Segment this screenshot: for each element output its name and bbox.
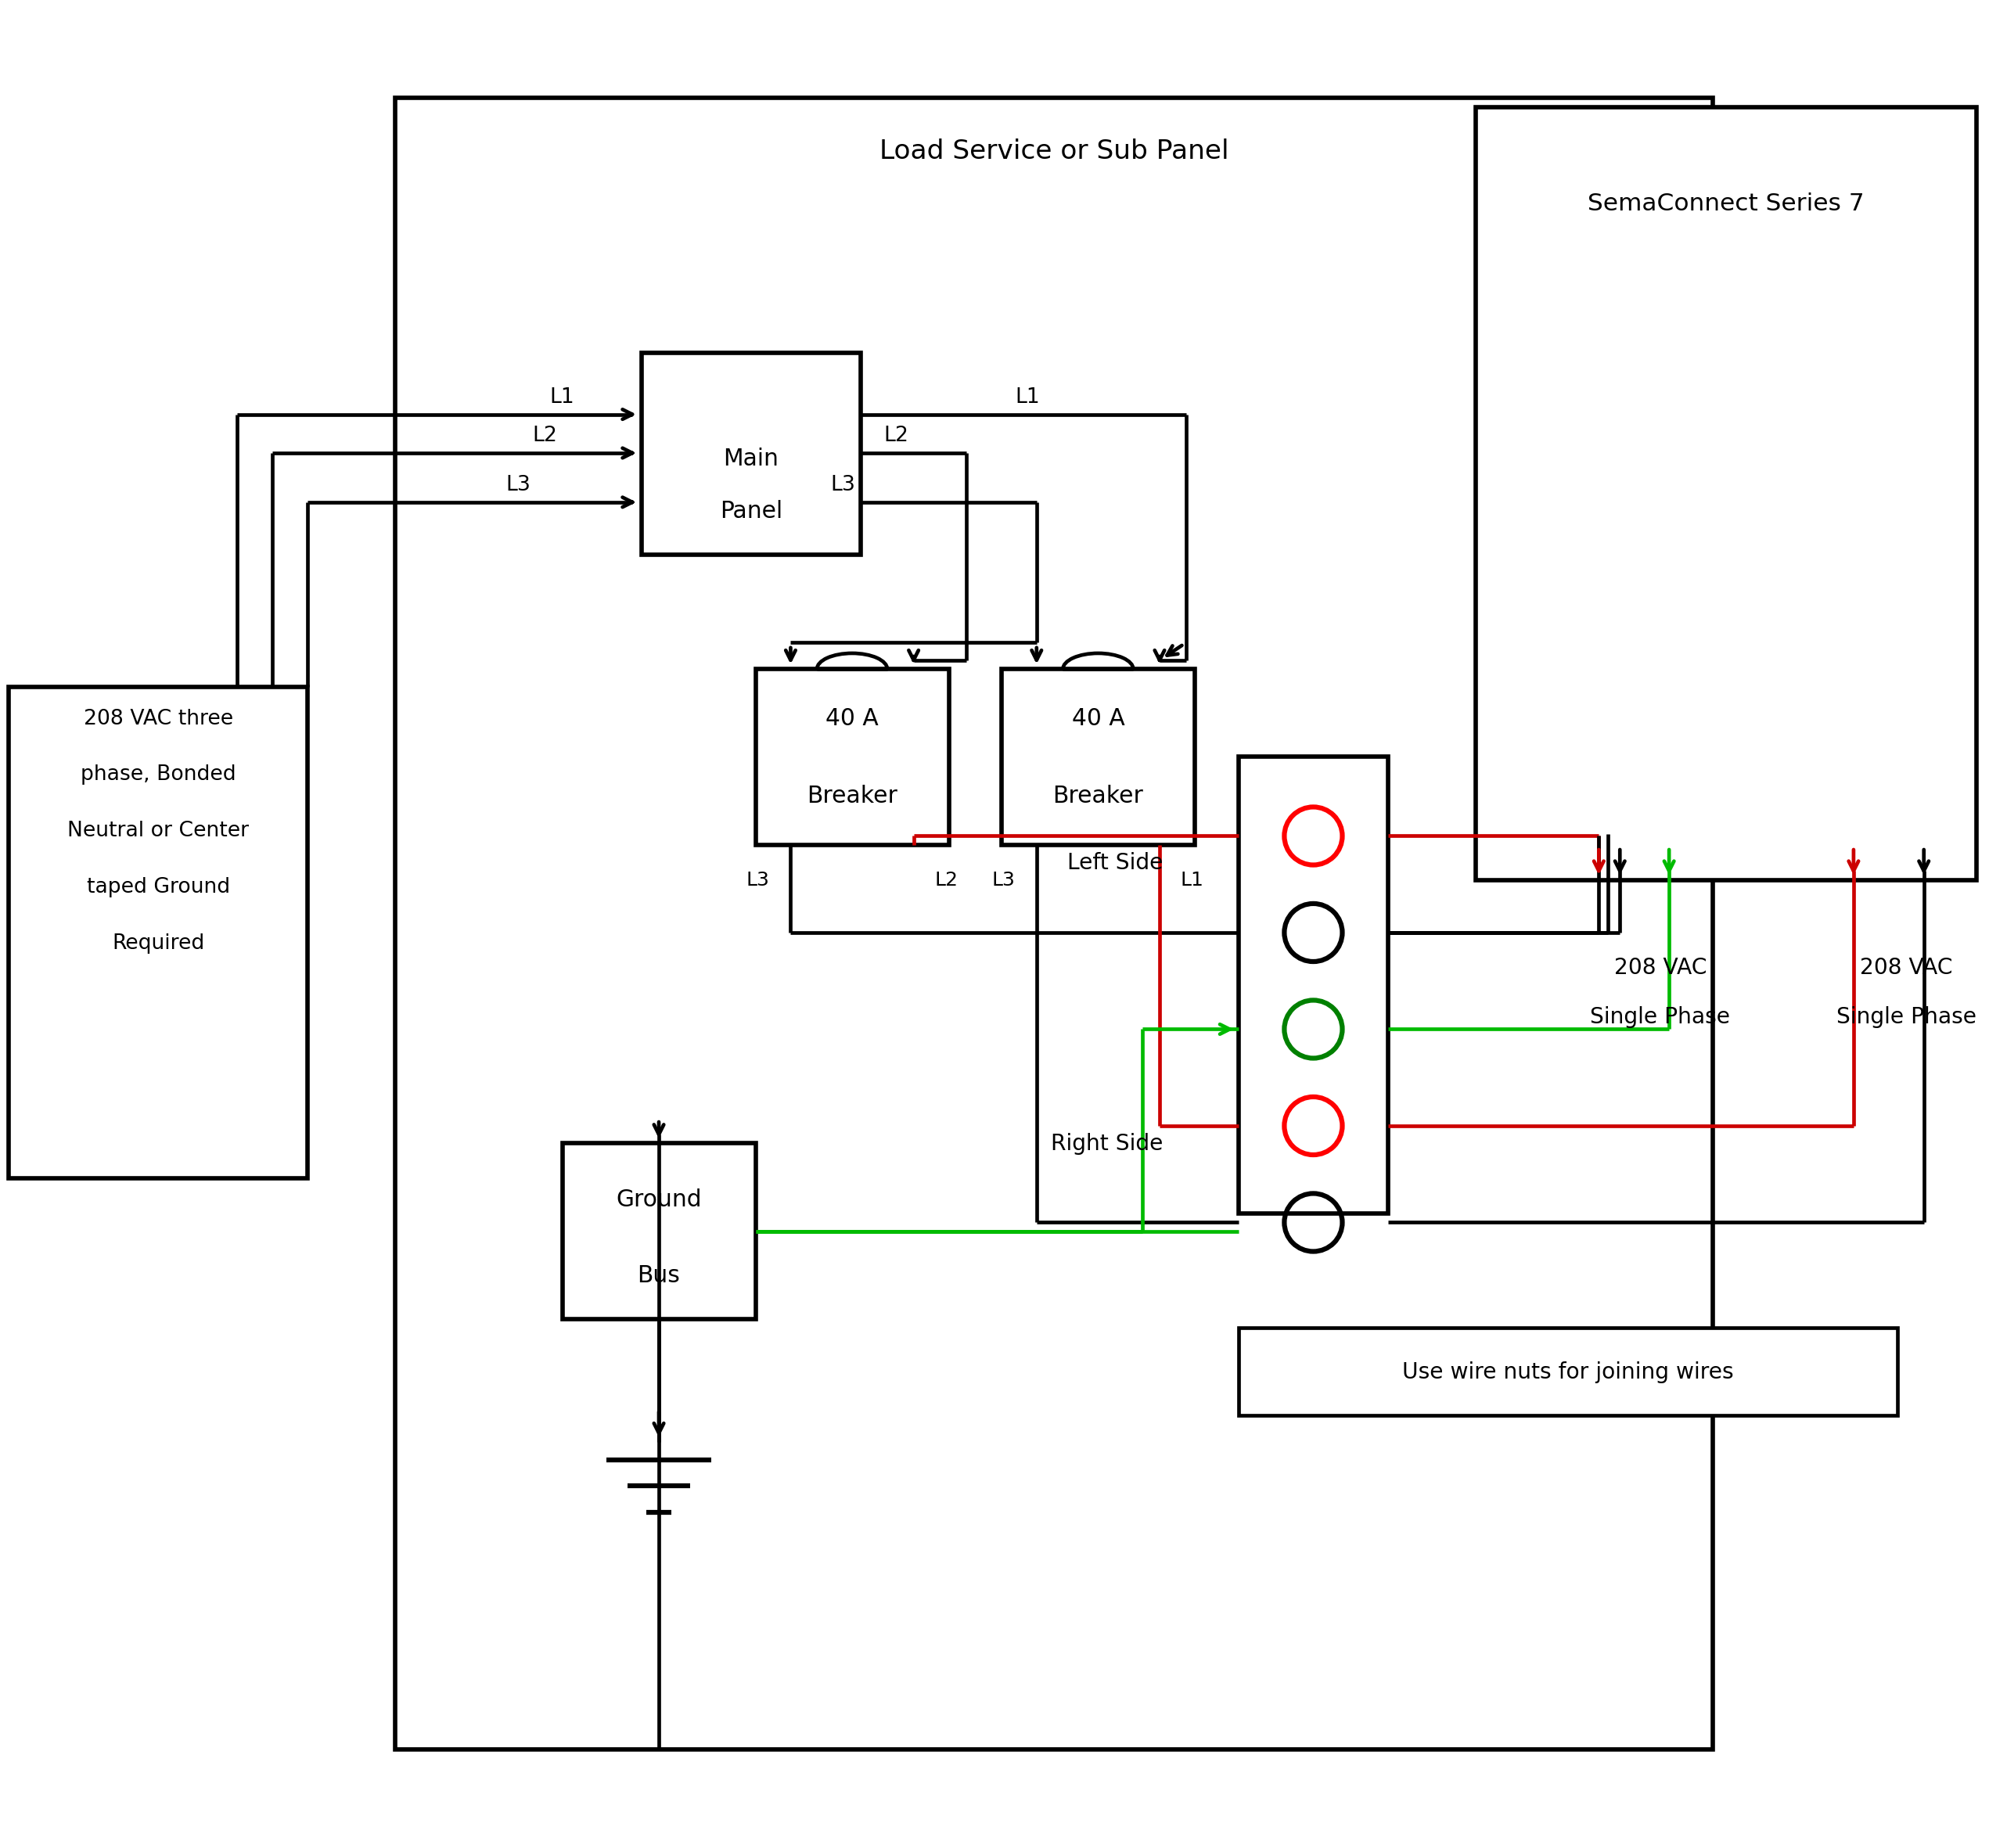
Text: L3: L3 (993, 870, 1014, 889)
Bar (396, 98, 1713, 1750)
Text: L2: L2 (935, 870, 959, 889)
Text: Load Service or Sub Panel: Load Service or Sub Panel (879, 139, 1229, 164)
Text: L3: L3 (831, 475, 855, 495)
Text: 40 A: 40 A (1072, 708, 1124, 730)
Bar (1239, 758, 1388, 1214)
Bar (8, 687, 308, 1179)
Text: Main: Main (724, 447, 778, 469)
Text: Left Side: Left Side (1068, 852, 1164, 874)
Text: L2: L2 (883, 425, 909, 445)
Text: SemaConnect Series 7: SemaConnect Series 7 (1587, 192, 1864, 214)
Text: L1: L1 (549, 386, 575, 407)
Text: Single Phase: Single Phase (1836, 1005, 1975, 1027)
Text: L1: L1 (1014, 386, 1040, 407)
Bar (1476, 107, 1977, 880)
Bar (640, 353, 861, 554)
Text: 208 VAC: 208 VAC (1860, 957, 1953, 979)
Text: 208 VAC three: 208 VAC three (84, 708, 233, 728)
Text: phase, Bonded: phase, Bonded (80, 765, 237, 785)
Text: Neutral or Center: Neutral or Center (68, 821, 249, 841)
Bar (1000, 669, 1195, 845)
Text: L1: L1 (1179, 870, 1203, 889)
Text: Bus: Bus (636, 1264, 680, 1286)
Text: Use wire nuts for joining wires: Use wire nuts for joining wires (1402, 1360, 1734, 1382)
Bar (1239, 1329, 1898, 1416)
Text: taped Ground: taped Ground (86, 878, 229, 898)
Text: Panel: Panel (720, 501, 782, 523)
Text: Single Phase: Single Phase (1589, 1005, 1730, 1027)
Bar (563, 1144, 756, 1319)
Text: Breaker: Breaker (808, 784, 897, 808)
Text: Required: Required (111, 933, 205, 954)
Text: Ground: Ground (617, 1188, 702, 1210)
Text: L3: L3 (746, 870, 770, 889)
Text: Breaker: Breaker (1052, 784, 1144, 808)
Text: 208 VAC: 208 VAC (1613, 957, 1707, 979)
Text: 40 A: 40 A (825, 708, 879, 730)
Bar (756, 669, 949, 845)
Text: L3: L3 (505, 475, 531, 495)
Text: Right Side: Right Side (1050, 1133, 1164, 1155)
Text: L2: L2 (533, 425, 557, 445)
